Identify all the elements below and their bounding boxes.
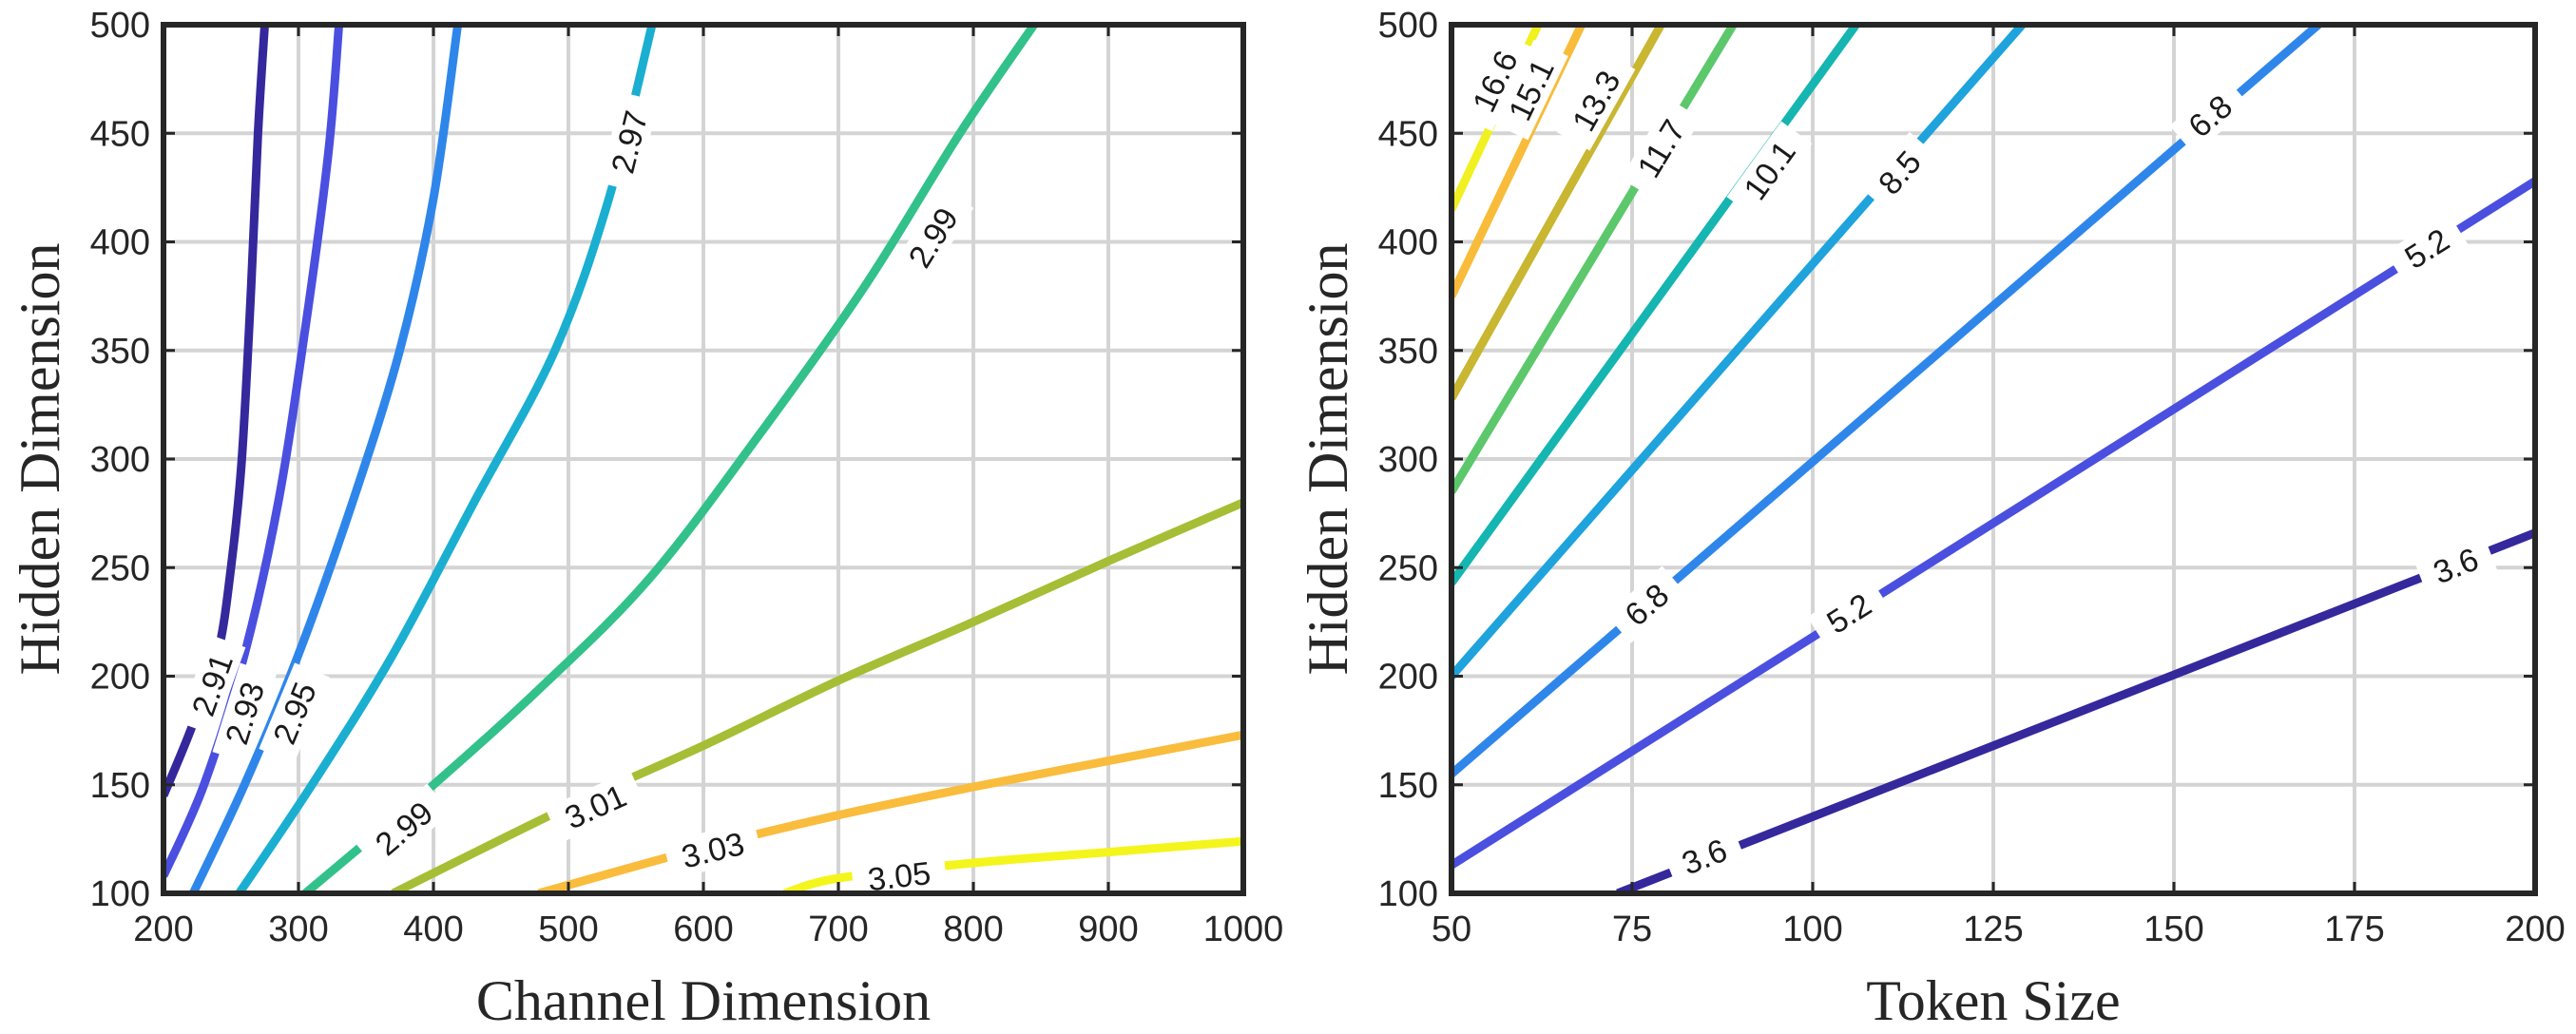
y-tick-label: 450 — [1378, 114, 1438, 154]
y-tick-label: 500 — [1378, 6, 1438, 46]
y-tick-label: 400 — [90, 223, 150, 263]
y-tick-label: 300 — [1378, 440, 1438, 480]
contour-label: 6.8 — [1605, 565, 1687, 643]
y-tick-label: 350 — [90, 332, 150, 372]
contour-line-10.1 — [1451, 25, 1860, 585]
contour-line-2.95 — [189, 25, 463, 893]
y-axis-title: Hidden Dimension — [9, 243, 71, 676]
x-tick-label: 125 — [1963, 910, 2023, 949]
y-tick-label: 150 — [90, 766, 150, 806]
contour-line-2.99 — [302, 25, 1038, 893]
contour-line-6.8 — [1451, 25, 2321, 777]
y-tick-label: 200 — [1378, 658, 1438, 698]
y-tick-label: 300 — [90, 440, 150, 480]
x-tick-label: 300 — [268, 910, 328, 949]
x-tick-label: 75 — [1612, 910, 1652, 949]
y-tick-label: 250 — [90, 548, 150, 588]
contour-line-8.5 — [1451, 25, 2026, 680]
y-tick-label: 100 — [90, 874, 150, 914]
y-tick-label: 150 — [1378, 766, 1438, 806]
x-tick-label: 500 — [538, 910, 598, 949]
contour-label: 5.2 — [2385, 212, 2469, 285]
contour-line-3.05 — [782, 836, 1243, 893]
x-axis-title: Token Size — [1866, 969, 2120, 1032]
x-tick-label: 600 — [673, 910, 733, 949]
contour-label: 10.1 — [1726, 121, 1813, 220]
y-tick-label: 500 — [90, 6, 150, 46]
x-tick-label: 800 — [943, 910, 1003, 949]
y-tick-label: 200 — [90, 658, 150, 698]
right-contour-panel: 3.63.65.25.26.86.88.510.111.713.315.116.… — [1297, 6, 2566, 1032]
x-axis-title: Channel Dimension — [476, 969, 931, 1032]
contour-line-11.7 — [1451, 25, 1738, 494]
x-tick-label: 400 — [403, 910, 463, 949]
x-tick-label: 150 — [2143, 910, 2203, 949]
y-tick-label: 350 — [1378, 332, 1438, 372]
contour-line-5.2 — [1451, 177, 2535, 870]
x-tick-label: 900 — [1078, 910, 1138, 949]
y-tick-label: 400 — [1378, 223, 1438, 263]
x-tick-label: 200 — [2505, 910, 2565, 949]
contour-line-3.6 — [1616, 528, 2535, 893]
contour-line-2.97 — [235, 25, 657, 893]
x-tick-label: 1000 — [1203, 910, 1284, 949]
x-tick-label: 200 — [133, 910, 193, 949]
y-axis-title: Hidden Dimension — [1297, 243, 1359, 676]
x-tick-label: 50 — [1432, 910, 1471, 949]
x-tick-label: 700 — [808, 910, 868, 949]
y-tick-label: 450 — [90, 114, 150, 154]
y-tick-label: 250 — [1378, 548, 1438, 588]
contour-line-13.3 — [1451, 25, 1665, 401]
y-tick-label: 100 — [1378, 874, 1438, 914]
contour-label: 3.01 — [545, 770, 646, 843]
x-tick-label: 100 — [1782, 910, 1842, 949]
contour-line-2.93 — [163, 25, 344, 878]
x-tick-label: 175 — [2324, 910, 2384, 949]
